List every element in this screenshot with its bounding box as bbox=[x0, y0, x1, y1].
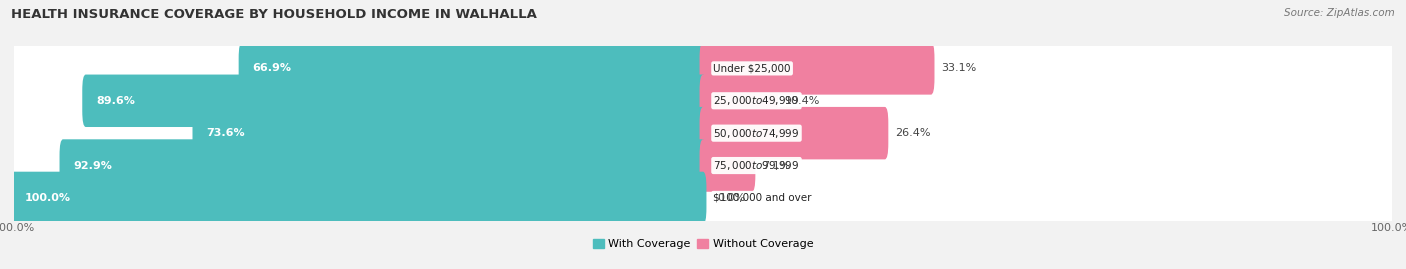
FancyBboxPatch shape bbox=[8, 63, 1398, 139]
Text: Source: ZipAtlas.com: Source: ZipAtlas.com bbox=[1284, 8, 1395, 18]
FancyBboxPatch shape bbox=[8, 128, 1398, 203]
Legend: With Coverage, Without Coverage: With Coverage, Without Coverage bbox=[588, 234, 818, 253]
Text: $50,000 to $74,999: $50,000 to $74,999 bbox=[713, 127, 800, 140]
Text: 33.1%: 33.1% bbox=[942, 63, 977, 73]
FancyBboxPatch shape bbox=[239, 42, 706, 95]
Text: $100,000 and over: $100,000 and over bbox=[713, 193, 811, 203]
Text: 73.6%: 73.6% bbox=[207, 128, 245, 138]
Text: 89.6%: 89.6% bbox=[96, 96, 135, 106]
Text: 66.9%: 66.9% bbox=[253, 63, 291, 73]
Text: 26.4%: 26.4% bbox=[896, 128, 931, 138]
Text: 92.9%: 92.9% bbox=[73, 161, 112, 171]
Text: 100.0%: 100.0% bbox=[24, 193, 70, 203]
FancyBboxPatch shape bbox=[700, 107, 889, 159]
Text: $25,000 to $49,999: $25,000 to $49,999 bbox=[713, 94, 800, 107]
Text: 0.0%: 0.0% bbox=[717, 193, 745, 203]
FancyBboxPatch shape bbox=[59, 139, 706, 192]
FancyBboxPatch shape bbox=[700, 75, 778, 127]
FancyBboxPatch shape bbox=[700, 42, 935, 95]
FancyBboxPatch shape bbox=[83, 75, 706, 127]
Text: Under $25,000: Under $25,000 bbox=[713, 63, 790, 73]
FancyBboxPatch shape bbox=[8, 30, 1398, 106]
FancyBboxPatch shape bbox=[700, 139, 755, 192]
Text: 10.4%: 10.4% bbox=[785, 96, 820, 106]
Text: HEALTH INSURANCE COVERAGE BY HOUSEHOLD INCOME IN WALHALLA: HEALTH INSURANCE COVERAGE BY HOUSEHOLD I… bbox=[11, 8, 537, 21]
Text: 7.1%: 7.1% bbox=[762, 161, 790, 171]
FancyBboxPatch shape bbox=[11, 172, 706, 224]
FancyBboxPatch shape bbox=[8, 160, 1398, 236]
Text: $75,000 to $99,999: $75,000 to $99,999 bbox=[713, 159, 800, 172]
FancyBboxPatch shape bbox=[8, 95, 1398, 171]
FancyBboxPatch shape bbox=[193, 107, 706, 159]
